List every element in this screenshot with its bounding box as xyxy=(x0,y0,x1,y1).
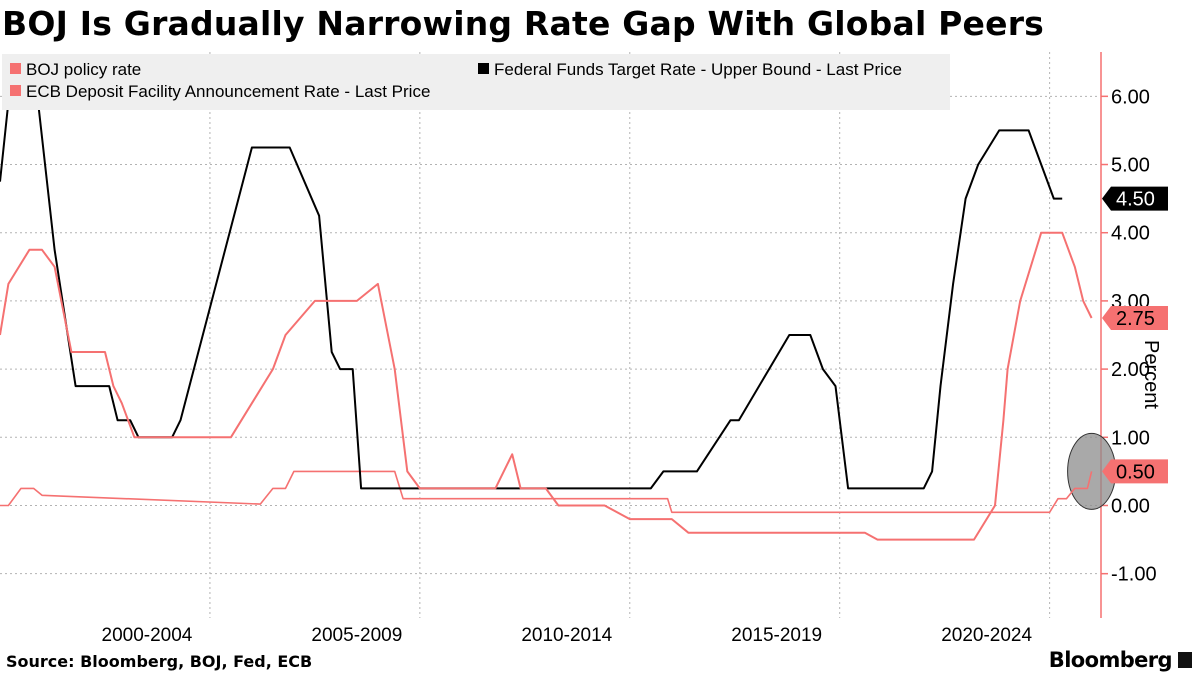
x-tick-label-1: 2005-2009 xyxy=(311,625,402,646)
brand-logo: Bloomberg xyxy=(1049,648,1192,672)
legend-label-ecb: ECB Deposit Facility Announcement Rate -… xyxy=(26,82,431,101)
legend-label-boj: BOJ policy rate xyxy=(26,60,142,79)
legend-item-fed: Federal Funds Target Rate - Upper Bound … xyxy=(478,60,902,80)
legend-swatch-ecb xyxy=(10,85,21,96)
chart-title: BOJ Is Gradually Narrowing Rate Gap With… xyxy=(2,4,1045,43)
x-tick-label-3: 2015-2019 xyxy=(731,625,822,646)
x-tick-label-0: 2000-2004 xyxy=(102,625,193,646)
last-value-label-ecb: 2.75 xyxy=(1116,308,1155,330)
legend-item-boj: BOJ policy rate xyxy=(10,60,141,80)
brand-mark-icon xyxy=(1178,652,1192,668)
y-tick-label-1: 0.00 xyxy=(1111,495,1150,517)
series-line-ecb xyxy=(0,231,1093,541)
last-value-tag-ecb xyxy=(1102,305,1168,330)
brand-name: Bloomberg xyxy=(1048,648,1173,672)
y-axis-label: Percent xyxy=(1140,340,1162,409)
legend: BOJ policy rate ECB Deposit Facility Ann… xyxy=(2,54,950,110)
y-tick-label-5: 4.00 xyxy=(1111,223,1150,245)
series-line-fed xyxy=(0,61,1063,490)
y-tick-label-2: 1.00 xyxy=(1111,427,1150,449)
legend-swatch-boj xyxy=(10,63,21,74)
legend-label-fed: Federal Funds Target Rate - Upper Bound … xyxy=(494,60,902,79)
y-tick-label-6: 5.00 xyxy=(1111,155,1150,177)
last-value-label-fed: 4.50 xyxy=(1116,189,1155,211)
y-tick-label-7: 6.00 xyxy=(1111,86,1150,108)
source-note: Source: Bloomberg, BOJ, Fed, ECB xyxy=(6,652,313,671)
legend-swatch-fed xyxy=(478,63,489,74)
x-tick-label-4: 2020-2024 xyxy=(941,625,1032,646)
series-line-boj xyxy=(0,470,1093,514)
y-tick-label-3: 2.00 xyxy=(1111,359,1150,381)
last-value-tag-fed xyxy=(1102,186,1168,211)
legend-item-ecb: ECB Deposit Facility Announcement Rate -… xyxy=(10,82,430,102)
last-value-tag-boj xyxy=(1102,459,1168,484)
x-tick-label-2: 2010-2014 xyxy=(521,625,612,646)
y-tick-label-0: -1.00 xyxy=(1111,564,1157,586)
last-value-label-boj: 0.50 xyxy=(1116,461,1155,483)
